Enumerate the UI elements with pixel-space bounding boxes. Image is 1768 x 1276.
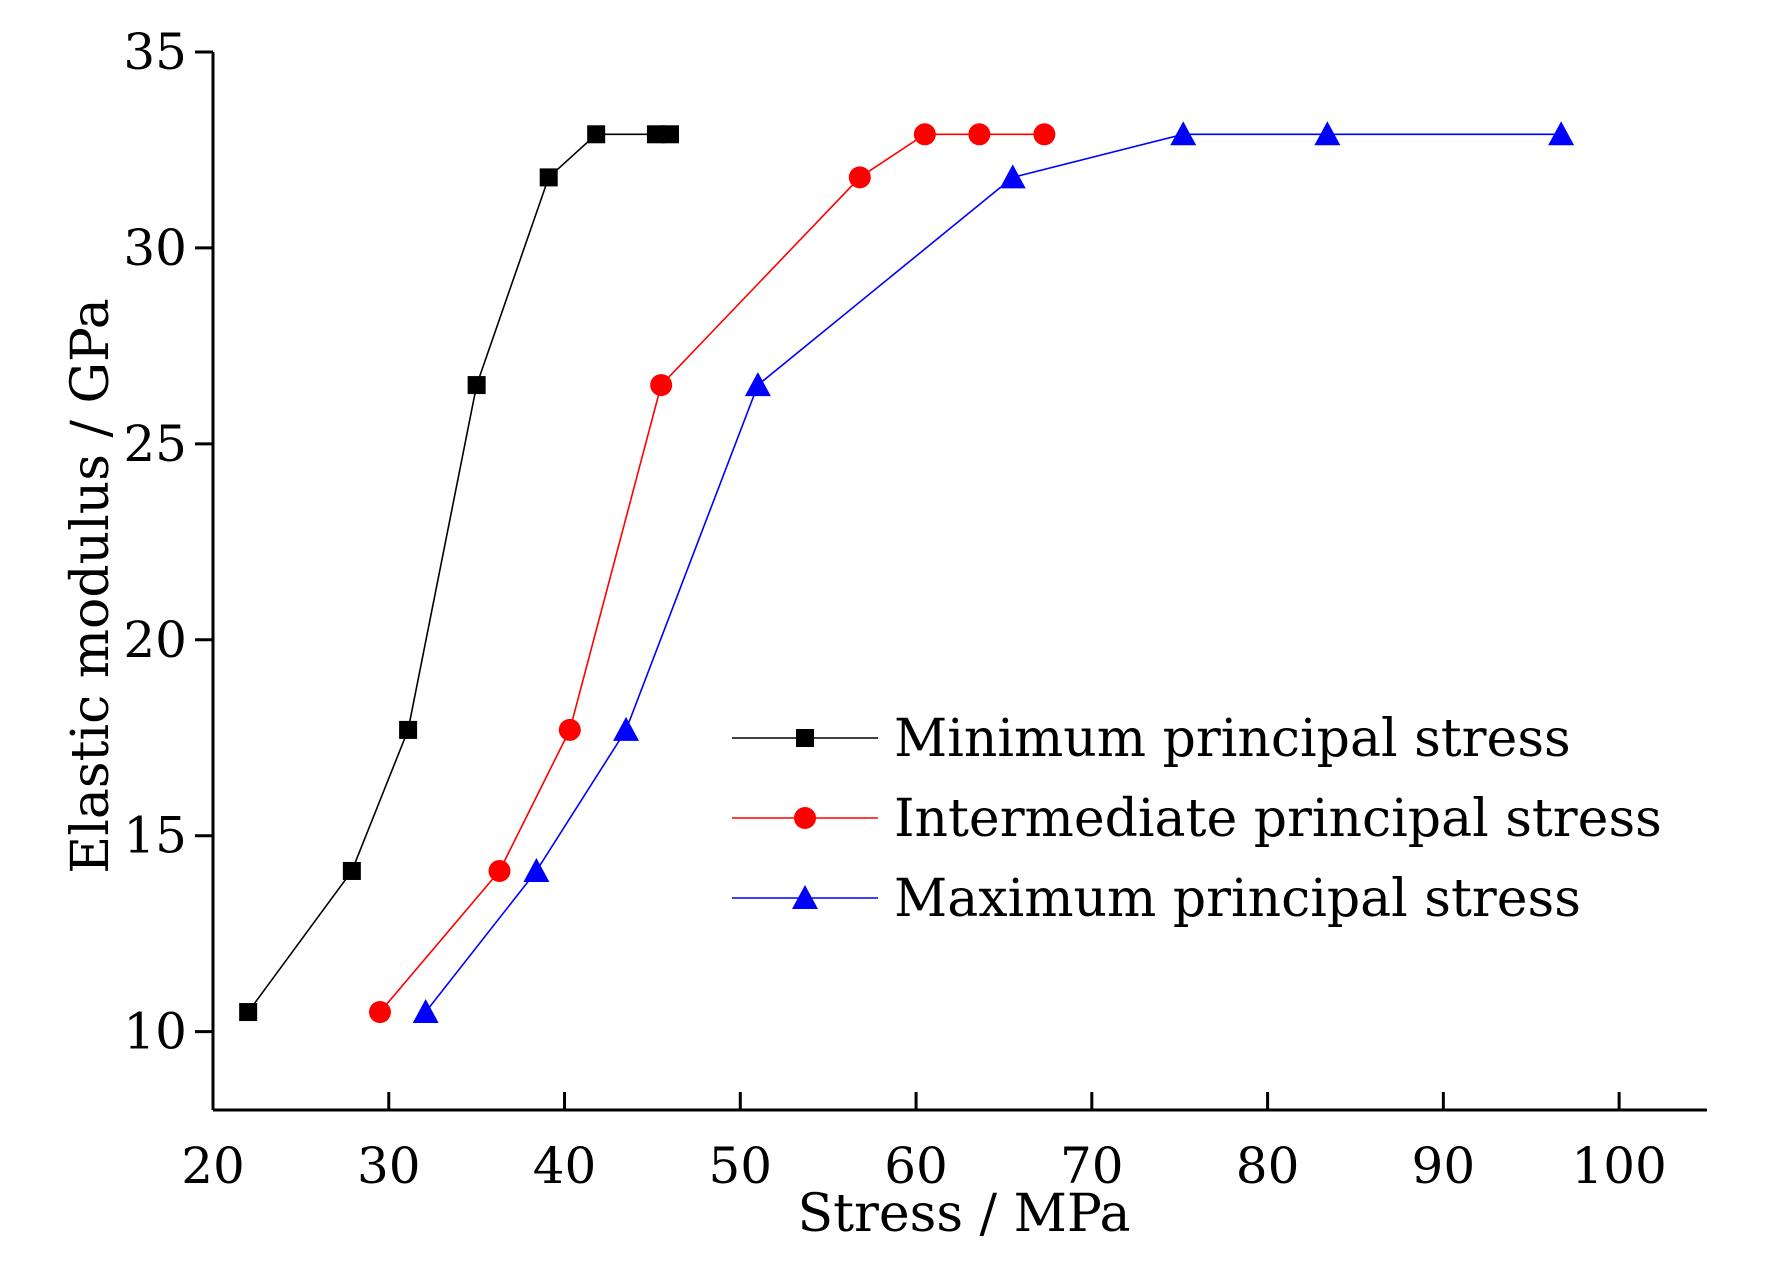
legend-marker xyxy=(794,807,816,829)
x-tick-label: 80 xyxy=(1236,1137,1300,1195)
data-point xyxy=(539,168,558,187)
data-point xyxy=(968,123,991,146)
x-axis-title: Stress / MPa xyxy=(798,1184,1131,1244)
x-tick-label: 40 xyxy=(533,1137,597,1195)
data-point xyxy=(587,125,606,144)
data-point xyxy=(558,718,581,741)
data-point xyxy=(523,857,550,882)
legend-item-2: Intermediate principal stress xyxy=(732,789,1662,849)
data-point xyxy=(744,372,771,397)
y-tick-label: 10 xyxy=(123,1003,187,1061)
data-point xyxy=(613,716,640,741)
data-point xyxy=(399,720,418,739)
legend-label: Maximum principal stress xyxy=(894,869,1581,929)
y-tick-label: 15 xyxy=(123,807,187,865)
legend-marker xyxy=(796,729,814,747)
data-point xyxy=(239,1003,258,1022)
data-point xyxy=(368,1001,391,1024)
y-tick-label: 25 xyxy=(123,415,187,473)
data-point xyxy=(1033,123,1056,146)
y-tick-label: 35 xyxy=(123,23,187,81)
data-point xyxy=(848,166,871,189)
data-point xyxy=(488,859,511,882)
data-point xyxy=(467,376,486,395)
data-point xyxy=(1548,121,1575,146)
series-3 xyxy=(412,121,1575,1024)
data-point xyxy=(1170,121,1197,146)
data-point xyxy=(999,164,1026,189)
x-tick-label: 60 xyxy=(884,1137,948,1195)
x-tick-label: 20 xyxy=(181,1137,245,1195)
series-2 xyxy=(368,123,1056,1024)
data-point xyxy=(412,999,439,1024)
x-tick-label: 50 xyxy=(708,1137,772,1195)
series-line xyxy=(247,133,670,1013)
series-layer xyxy=(239,121,1575,1024)
data-point xyxy=(1314,121,1341,146)
data-point xyxy=(650,374,673,397)
x-tick-label: 70 xyxy=(1060,1137,1124,1195)
x-tick-label: 30 xyxy=(357,1137,421,1195)
x-tick-label: 90 xyxy=(1412,1137,1476,1195)
x-tick-label: 100 xyxy=(1571,1137,1666,1195)
legend: Minimum principal stress Intermediate pri… xyxy=(732,709,1662,929)
data-point xyxy=(342,861,361,880)
axes: 20 30 40 50 60 70 80 90 100 10 15 20 25 30 35 xyxy=(123,23,1707,1195)
y-tick-label: 30 xyxy=(123,219,187,277)
data-point xyxy=(913,123,936,146)
data-point xyxy=(646,125,665,144)
legend-label: Intermediate principal stress xyxy=(894,789,1662,849)
series-line xyxy=(425,133,1562,1013)
y-tick-label: 20 xyxy=(123,611,187,669)
legend-marker xyxy=(792,885,818,909)
legend-item-1: Minimum principal stress xyxy=(732,709,1571,769)
y-axis-title: Elastic modulus / GPa xyxy=(61,298,121,873)
legend-item-3: Maximum principal stress xyxy=(732,869,1581,929)
series-1 xyxy=(239,125,679,1022)
data-point xyxy=(660,125,679,144)
legend-label: Minimum principal stress xyxy=(894,709,1571,769)
